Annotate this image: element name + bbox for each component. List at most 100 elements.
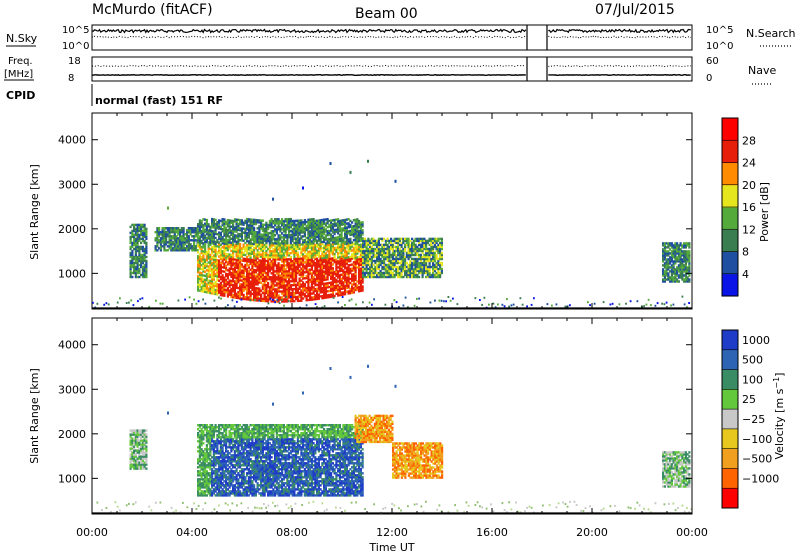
power-colorbar-tick-label: 8 xyxy=(742,246,749,259)
power-ground-bin xyxy=(688,302,690,304)
power-colorbar-tick-label: 20 xyxy=(742,179,756,192)
power-bin xyxy=(145,260,147,262)
power-ground-bin xyxy=(443,300,445,302)
power-bin xyxy=(688,242,690,244)
power-colorbar-tick-label: 24 xyxy=(742,157,756,170)
power-bin xyxy=(215,219,217,221)
power-ground-bin xyxy=(488,304,490,306)
power-ground-bin xyxy=(241,299,243,301)
power-bin xyxy=(145,256,147,258)
power-ground-bin xyxy=(475,297,477,299)
freq-label-line2: [MHz] xyxy=(4,69,33,80)
power-bin xyxy=(131,276,133,278)
power-ground-bin xyxy=(189,296,191,298)
power-ground-bin xyxy=(220,298,222,300)
power-ground-bin xyxy=(630,300,632,302)
power-ground-bin xyxy=(661,303,663,305)
power-ground-bin xyxy=(283,305,285,307)
power-ground-bin xyxy=(133,304,135,306)
power-ground-bin xyxy=(394,299,396,301)
power-ground-bin xyxy=(504,305,506,307)
power-bin xyxy=(293,300,295,302)
power-ground-bin xyxy=(481,304,483,306)
power-ground-bin xyxy=(160,303,162,305)
power-ground-bin xyxy=(430,302,432,304)
power-ground-bin xyxy=(270,298,272,300)
power-bin xyxy=(206,219,208,221)
nsky-label: N.Sky xyxy=(6,32,38,45)
power-colorbar-swatch xyxy=(722,140,738,163)
power-bin xyxy=(297,252,299,254)
power-ground-bin xyxy=(286,296,288,298)
power-ground-bin xyxy=(403,305,405,307)
power-colorbar-label: Power [dB] xyxy=(758,182,771,242)
power-ground-bin xyxy=(162,303,164,305)
power-colorbar-swatch xyxy=(722,229,738,252)
power-bin xyxy=(441,248,443,250)
power-ground-bin xyxy=(648,299,650,301)
freq-panel-frame xyxy=(92,57,692,81)
power-bin xyxy=(362,221,364,223)
power-bin xyxy=(332,263,334,265)
power-bin xyxy=(183,227,185,229)
power-ground-bin xyxy=(342,296,344,298)
power-ground-bin xyxy=(405,297,407,299)
power-bin xyxy=(250,257,252,259)
power-bin xyxy=(362,229,364,231)
power-bin xyxy=(265,222,267,224)
power-ground-bin xyxy=(551,305,553,307)
power-ground-bin xyxy=(274,301,276,303)
power-ground-bin xyxy=(452,298,454,300)
power-bin xyxy=(688,250,690,252)
power-ground-bin xyxy=(682,296,684,298)
nave-trace xyxy=(92,66,691,67)
power-bin xyxy=(418,276,420,278)
power-bin xyxy=(688,278,690,280)
power-ground-bin xyxy=(445,300,447,302)
power-bin xyxy=(441,238,443,240)
power-ground-bin xyxy=(333,297,335,299)
power-ground-bin xyxy=(106,302,108,304)
power-colorbar-swatch xyxy=(722,118,738,141)
power-ground-bin xyxy=(556,303,558,305)
power-ground-bin xyxy=(547,303,549,305)
power-ground-bin xyxy=(664,303,666,305)
power-ytick-label: 4000 xyxy=(58,134,86,147)
power-bin xyxy=(239,243,241,245)
power-ground-bin xyxy=(587,301,589,303)
power-bin xyxy=(197,251,199,253)
power-colorbar-tick-label: 16 xyxy=(742,201,756,214)
power-ground-bin xyxy=(670,305,672,307)
power-ground-bin xyxy=(103,304,105,306)
power-ground-bin xyxy=(416,298,418,300)
power-ground-bin xyxy=(234,305,236,307)
power-ground-bin xyxy=(142,297,144,299)
power-ground-bin xyxy=(506,298,508,300)
power-ground-bin xyxy=(479,299,481,301)
power-ground-bin xyxy=(198,300,200,302)
power-ground-bin xyxy=(97,303,99,305)
power-bin xyxy=(204,245,206,247)
nsearch-label: N.Search xyxy=(746,27,796,40)
power-bin xyxy=(215,237,217,239)
power-ground-bin xyxy=(315,303,317,305)
date-title: 07/Jul/2015 xyxy=(595,2,675,18)
power-bin xyxy=(441,268,443,270)
power-ground-bin xyxy=(126,302,128,304)
power-bin xyxy=(145,228,147,230)
power-bin xyxy=(267,282,269,284)
power-ylabel: Slant Range [km] xyxy=(28,164,41,260)
power-ground-bin xyxy=(657,302,659,304)
power-speck xyxy=(302,187,304,190)
power-colorbar-tick-label: 28 xyxy=(742,134,756,147)
power-ground-bin xyxy=(484,297,486,299)
cpid-label: CPID xyxy=(6,89,35,102)
power-bin xyxy=(241,219,243,221)
power-ground-bin xyxy=(236,301,238,303)
power-ground-bin xyxy=(414,305,416,307)
power-ground-bin xyxy=(373,298,375,300)
power-colorbar-swatch xyxy=(722,207,738,230)
power-bin xyxy=(144,224,146,226)
power-ground-bin xyxy=(565,306,567,308)
